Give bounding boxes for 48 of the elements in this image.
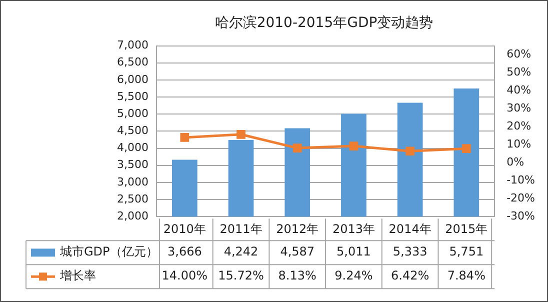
y2-tick-label: 20%	[506, 120, 532, 133]
point	[406, 146, 414, 156]
point	[236, 130, 246, 139]
x-tick-label: 2013年	[332, 222, 375, 236]
y2-tick-label: 40%	[506, 84, 532, 97]
y-tick-label: 6,000	[116, 72, 148, 86]
point	[180, 133, 190, 142]
y-tick-label: 2,500	[116, 192, 148, 206]
y2-tick-label: 30%	[506, 102, 532, 115]
data-label: 5,751	[449, 244, 484, 259]
data-label: 15.72%	[218, 268, 264, 283]
y-tick-label: 2,000	[116, 209, 148, 222]
y2-tick-label: 50%	[506, 66, 532, 79]
chart-title: 哈尔滨2010-2015年GDP变动趋势	[214, 15, 434, 32]
data-label: 7.84%	[447, 268, 486, 283]
x-tick-label: 2014年	[388, 222, 432, 236]
y2-tick-label: 10%	[506, 138, 532, 151]
data-label: 4,242	[224, 244, 258, 259]
x-tick-label: 2011年	[220, 222, 262, 236]
point	[349, 142, 358, 150]
y-tick-label: 7,000	[116, 38, 148, 52]
y-tick-label: 6,500	[116, 56, 148, 69]
x-tick-label: 2012年	[276, 222, 319, 236]
legend-label: 城市GDP（亿元）	[59, 244, 158, 259]
y-tick-label: 3,500	[116, 158, 148, 172]
data-label: 8.13%	[278, 268, 316, 283]
data-label: 14.00%	[162, 268, 208, 283]
data-label: 6.42%	[390, 268, 430, 283]
data-label: 5,011	[336, 244, 371, 259]
data-label: 4,587	[280, 244, 315, 259]
y-tick-label: 5,500	[116, 90, 148, 103]
y2-tick-label: -10%	[506, 174, 536, 186]
point	[462, 144, 471, 153]
x-tick-label: 2010年	[163, 222, 206, 236]
y2-tick-label: 0%	[506, 156, 524, 169]
y-tick-label: 4,500	[116, 124, 148, 138]
y-tick-label: 4,000	[116, 141, 148, 154]
point	[292, 144, 302, 152]
y-tick-label: 5,000	[116, 106, 148, 120]
data-label: 3,666	[167, 244, 202, 259]
data-label: 5,333	[392, 244, 428, 259]
y-tick-label: 3,000	[116, 175, 148, 188]
data-label: 9.24%	[334, 268, 373, 283]
y2-tick-label: -20%	[506, 191, 536, 204]
y2-tick-label: 60%	[506, 48, 532, 61]
x-tick-label: 2015年	[445, 222, 488, 236]
y2-tick-label: -30%	[506, 209, 536, 222]
legend-label: 增长率	[59, 268, 96, 283]
